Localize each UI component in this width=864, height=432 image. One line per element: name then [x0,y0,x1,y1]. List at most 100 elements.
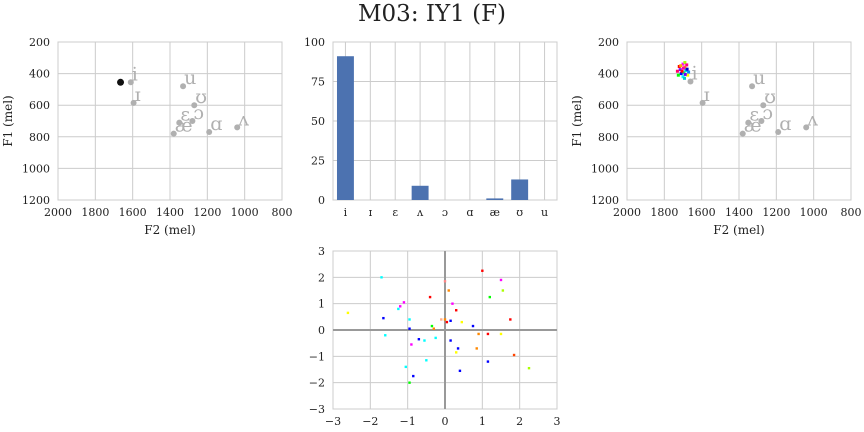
scatter_random-point [501,289,505,292]
vowel_space_right-cluster-point [685,63,689,67]
classification_bars-bar [336,56,354,200]
scatter_random-point [380,276,383,279]
vowel_space_left-xtick-label: 2000 [44,206,72,219]
vowel_space_left-vowel-label: i [132,63,138,85]
vowel_space_left-ytick-label: 200 [29,36,50,49]
scatter_random-point [458,369,462,373]
scatter_random-xtick-label: −1 [400,415,416,428]
vowel_space_left-current-point [117,78,125,86]
classification_bars-ytick-label: 75 [311,76,325,89]
vowel_space_right-xtick-label: 800 [841,206,862,219]
scatter_random-point [455,351,458,354]
vowel_space_left-vowel-point [130,99,137,106]
classification_bars-category-label: ɛ [392,206,398,219]
scatter_random-point [449,319,452,322]
vowel_space_right-vowel-point [758,118,765,124]
vowel_space_right: 2000 1800 1600 1400 1200 1000 800 200 400 600 800 1… [570,36,862,237]
vowel_space_left-xtick-label: 1600 [119,206,147,219]
scatter_random-ytick-label: 3 [318,245,325,258]
vowel_space_right-ytick-label: 800 [598,131,619,144]
vowel_space_right-xtick-label: 1800 [650,206,678,219]
vowel_space_left-ytick-label: 400 [29,68,50,81]
scatter_random-point [399,305,402,308]
scatter_random-point [402,301,406,304]
vowel_space_left-vowel-label: ɔ [193,102,204,124]
vowel_space_left-xtick-label: 800 [272,206,293,219]
vowel_space_left-ytick-label: 800 [29,131,50,144]
vowel_space_left-xtick-label: 1800 [81,206,109,219]
vowel_space_right-cluster-point [686,73,690,77]
scatter_random-point [443,280,447,283]
vowel_space_right-xlabel: F2 (mel) [713,223,764,237]
vowel_space_left-vowel-label: ʊ [195,86,207,108]
scatter_random-ytick-label: 2 [318,271,325,284]
vowel_space_right-vowel-label: ɔ [762,102,773,124]
scatter_random-point [432,327,435,330]
scatter_random-point [475,347,478,350]
classification_bars-category-label: ɪ [369,206,373,219]
vowel_space_left-vowel-label: u [184,67,196,89]
classification_bars-ytick-label: 100 [304,36,325,49]
vowel_space_left-vowel-label: ɑ [210,113,222,135]
vowel_space_right-vowel-label: ʊ [764,86,776,108]
vowel_space_right-vowel-point [739,130,746,137]
scatter_random-point [410,343,413,346]
classification_bars-ytick-label: 25 [311,155,325,168]
vowel_space_right-cluster-point [676,73,680,77]
vowel_space_left-vowel-point [170,130,177,137]
vowel_space_left-vowel-label: æ [175,115,193,137]
scatter_random-point [499,332,503,336]
vowel_space_right-vowel-label: æ [744,115,762,137]
scatter_random-point [440,318,443,321]
vowel_space_right-cluster-point [681,75,685,79]
scatter_random-point [445,320,449,324]
scatter_random: −3 −2 −1 0 1 2 3 −3 −2 −1 0 1 2 3 [309,245,561,428]
figure-title: M03: IY1 (F) [358,1,506,27]
vowel_space_right-cluster-point [681,62,685,66]
scatter_random-xtick-label: 2 [516,415,523,428]
vowel_space_left-xlabel: F2 (mel) [144,223,195,237]
classification_bars-category-label: ɔ [442,206,448,219]
vowel_space_right-cluster-point [679,72,683,76]
vowel_space_right-ytick-label: 400 [598,68,619,81]
vowel_space_left-vowel-label: ʌ [237,108,249,130]
scatter_random-point [425,359,428,362]
vowel_space_left-vowel-point [206,129,213,136]
vowel_space_right-cluster-point [683,61,687,65]
scatter_random-point [412,374,415,378]
scatter_random-point [512,353,516,357]
scatter_random-xtick-label: 3 [554,415,561,428]
scatter_random-point [486,332,490,336]
vowel_space_right-xtick-label: 2000 [613,206,641,219]
vowel_space_left-vowel-point [176,119,183,126]
scatter_random-point [408,327,411,330]
vowel_space_left-ytick-label: 1000 [22,162,50,175]
vowel_space_left-vowel-point [180,83,187,90]
vowel_space_right-cluster-point [682,71,686,75]
scatter_random-ytick-label: 1 [318,298,325,311]
scatter_random-point [449,339,452,342]
vowel_space_left-ytick-label: 600 [29,99,50,112]
scatter_random-point [384,334,387,337]
vowel_space_right-ytick-label: 600 [598,99,619,112]
classification_bars-category-label: i [344,206,348,219]
classification_bars-category-label: ɑ [466,206,473,219]
scatter_random-xtick-label: −2 [362,415,378,428]
scatter_random-xtick-label: −3 [325,415,341,428]
scatter_random-ytick-label: −2 [309,377,325,390]
scatter_random-point [434,336,437,340]
scatter_random-point [382,316,385,320]
vowel_space_right-xtick-label: 1200 [762,206,790,219]
vowel_space_right-xtick-label: 1000 [800,206,828,219]
vowel_space_left-xtick-label: 1200 [193,206,221,219]
scatter_random-point [471,324,475,328]
scatter_random-point [346,311,350,315]
vowel_space_right-vowel-point [687,78,694,85]
scatter_random-point [451,302,454,305]
vowel_space_left-vowel-label: ɛ [180,104,190,126]
scatter_random-point [481,269,484,272]
vowel_space_left-ytick-label: 1200 [22,194,50,207]
vowel_space_left-vowel-point [234,124,241,131]
scatter_random-point [455,309,458,312]
